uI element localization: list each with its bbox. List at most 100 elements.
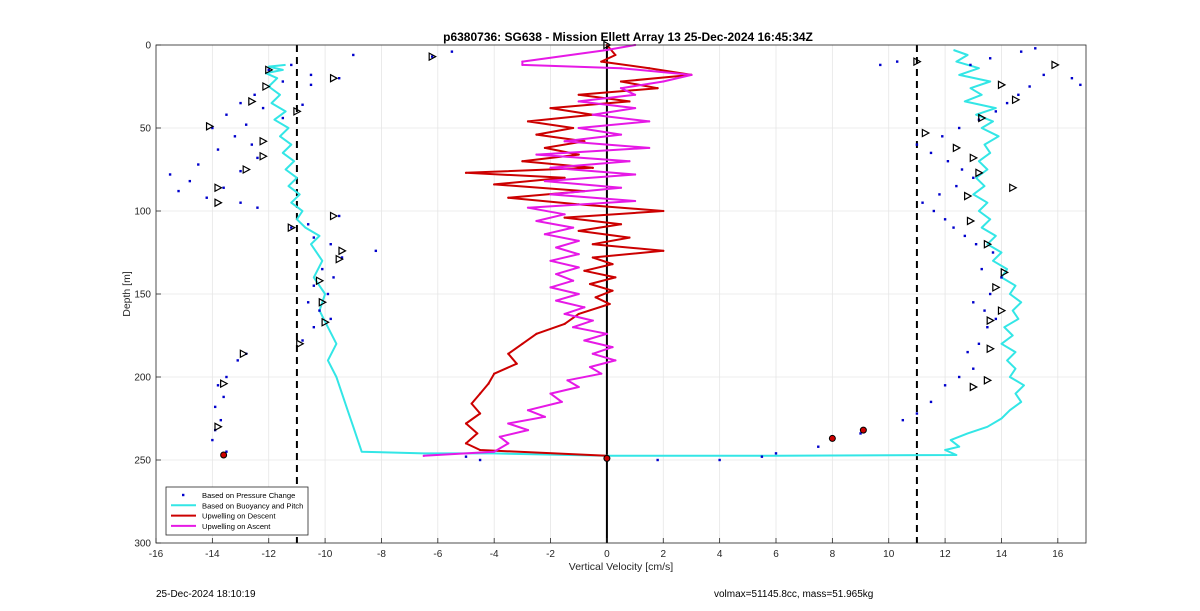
pressure-change-point	[929, 151, 933, 155]
stall-triangle-marker	[428, 52, 437, 62]
pressure-change-point	[318, 309, 321, 312]
upwelling-on-ascent-point	[583, 339, 586, 342]
legend-label: Upwelling on Ascent	[202, 522, 271, 531]
x-tick-label: -10	[318, 549, 333, 560]
pressure-change-point	[244, 123, 248, 126]
pressure-change-point	[718, 458, 721, 462]
upwelling-on-descent-point	[464, 442, 468, 445]
upwelling-on-ascent-point	[619, 87, 623, 90]
pressure-change-point	[1042, 73, 1045, 77]
red-marker	[828, 434, 836, 442]
pressure-change-point	[213, 405, 217, 409]
upwelling-on-ascent-point	[577, 292, 580, 296]
pressure-change-point	[974, 243, 978, 246]
stall-triangle-marker	[265, 65, 274, 75]
upwelling-on-descent-point	[628, 100, 631, 103]
stall-triangle-marker	[242, 164, 251, 175]
pressure-change-point	[972, 176, 975, 179]
upwelling-on-descent-point	[577, 312, 580, 316]
pressure-change-point	[250, 143, 254, 146]
pressure-change-point	[921, 201, 924, 204]
upwelling-on-ascent-point	[563, 213, 566, 216]
upwelling-on-ascent-point	[605, 48, 609, 52]
upwelling-on-ascent-point	[535, 153, 538, 156]
stall-triangle-marker	[969, 153, 979, 163]
pressure-change-point	[963, 234, 967, 238]
pressure-change-point	[1017, 93, 1020, 96]
based-on-buoyancy-and-pitch-line	[264, 49, 1025, 457]
pressure-change-point	[986, 326, 989, 329]
pressure-change-point	[994, 317, 998, 321]
upwelling-on-ascent-point	[591, 113, 594, 116]
upwelling-on-descent-point	[487, 382, 490, 385]
pressure-change-point	[211, 126, 214, 130]
x-tick-label: -12	[262, 549, 277, 560]
pressure-change-point	[309, 83, 313, 87]
upwelling-on-ascent-point	[526, 206, 530, 209]
pressure-change-point	[233, 135, 237, 138]
upwelling-on-descent-line	[465, 44, 693, 457]
upwelling-on-descent-point	[493, 183, 496, 186]
x-tick-label: 10	[883, 549, 895, 560]
pressure-change-point	[972, 367, 975, 370]
stall-triangle-marker	[321, 317, 330, 327]
x-tick-label: -2	[546, 549, 555, 560]
pressure-change-point	[980, 267, 983, 271]
x-tick-label: 14	[996, 549, 1008, 560]
stall-triangle-marker	[964, 191, 973, 201]
legend-box	[165, 486, 309, 536]
upwelling-on-ascent-point	[543, 180, 547, 183]
stall-triangle-marker	[214, 422, 223, 432]
upwelling-on-descent-point	[588, 282, 592, 286]
footer-summary: volmax=51145.8cc, mass=51.965kg	[714, 589, 874, 600]
upwelling-on-ascent-point	[614, 359, 617, 362]
pressure-change-point	[281, 80, 285, 83]
stall-triangle-marker	[952, 143, 962, 153]
pressure-change-point	[321, 267, 324, 271]
pressure-change-point	[352, 53, 355, 57]
x-tick-label: 2	[660, 549, 666, 560]
y-tick-label: 50	[140, 124, 152, 135]
upwelling-on-descent-point	[591, 166, 594, 169]
upwelling-on-ascent-point	[611, 346, 614, 349]
upwelling-on-ascent-point	[619, 133, 623, 136]
upwelling-on-descent-point	[478, 392, 482, 395]
x-tick-label: -14	[205, 549, 220, 560]
pressure-change-point	[938, 193, 941, 196]
pressure-change-point	[239, 169, 242, 173]
pressure-change-point	[225, 375, 228, 379]
upwelling-on-descent-point	[577, 229, 580, 233]
upwelling-on-descent-point	[563, 322, 566, 325]
legend-swatch	[182, 493, 185, 497]
upwelling-on-ascent-point	[549, 259, 552, 262]
upwelling-on-ascent-point	[498, 435, 501, 438]
upwelling-on-ascent-point	[577, 266, 580, 269]
x-tick-label: -16	[149, 549, 164, 560]
upwelling-on-descent-point	[600, 60, 603, 63]
upwelling-on-ascent-point	[577, 253, 580, 256]
upwelling-on-descent-point	[583, 269, 586, 272]
stall-triangle-marker	[978, 113, 987, 123]
upwelling-on-descent-point	[571, 126, 575, 130]
pressure-change-point	[267, 68, 270, 72]
stall-triangle-marker	[913, 57, 922, 67]
upwelling-on-ascent-point	[560, 400, 563, 403]
upwelling-on-descent-point	[464, 171, 468, 174]
upwelling-on-ascent-point	[422, 454, 425, 457]
upwelling-on-ascent-point	[549, 286, 552, 289]
upwelling-on-descent-point	[619, 80, 623, 83]
pressure-change-point	[216, 148, 220, 151]
pressure-change-point	[895, 60, 899, 63]
pressure-change-point	[988, 292, 992, 296]
upwelling-on-descent-point	[535, 332, 538, 335]
pressure-change-point	[312, 284, 316, 287]
upwelling-on-ascent-point	[543, 415, 547, 418]
upwelling-on-ascent-point	[507, 422, 510, 425]
upwelling-on-ascent-point	[588, 365, 592, 369]
pressure-change-point	[222, 186, 225, 189]
upwelling-on-descent-point	[526, 120, 530, 123]
upwelling-on-descent-point	[614, 53, 617, 57]
pressure-change-point	[306, 301, 310, 304]
pressure-change-point	[222, 395, 225, 399]
